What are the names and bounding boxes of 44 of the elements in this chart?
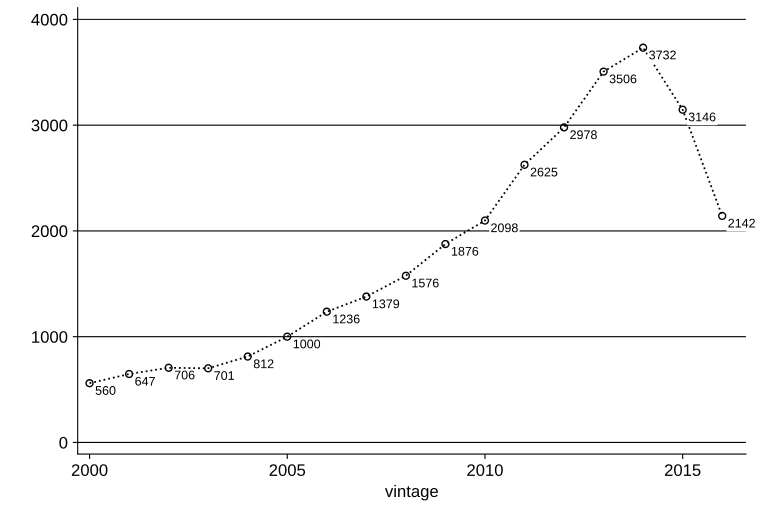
- point: [204, 364, 212, 372]
- point: [520, 160, 529, 169]
- point: [560, 123, 568, 132]
- y-tick-label: 4000: [31, 14, 68, 26]
- data-label: 2978: [570, 130, 597, 140]
- point: [480, 216, 490, 225]
- point: [164, 364, 173, 372]
- data-label: 706: [174, 370, 195, 380]
- data-label: 647: [135, 376, 155, 386]
- point: [362, 292, 371, 301]
- point: [244, 352, 252, 361]
- point: [638, 44, 648, 52]
- x-tick-label: 2015: [664, 464, 700, 476]
- point: [124, 370, 134, 378]
- point: [441, 240, 450, 248]
- x-tick-label: 2005: [270, 464, 306, 476]
- data-label: 560: [96, 386, 116, 395]
- point: [322, 308, 331, 316]
- data-label: 2098: [491, 223, 518, 232]
- x-axis-title: vintage: [385, 484, 438, 500]
- x-tick-label: 2000: [72, 464, 108, 476]
- point: [678, 106, 687, 114]
- data-label: 1876: [452, 246, 478, 256]
- data-label: 1576: [412, 278, 439, 288]
- y-tick-label: 0: [59, 436, 68, 449]
- data-label: 3146: [688, 112, 716, 122]
- y-tick-label: 2000: [32, 225, 68, 238]
- y-tick-label: 3000: [32, 120, 68, 132]
- point: [718, 212, 726, 220]
- data-label: 1000: [294, 340, 320, 348]
- point: [599, 67, 608, 76]
- x-tick-label: 2010: [467, 464, 503, 476]
- data-label: 3506: [610, 74, 636, 84]
- point: [402, 272, 410, 280]
- point: [85, 379, 94, 388]
- data-label: 701: [214, 371, 234, 380]
- y-tick-label: 1000: [32, 331, 68, 343]
- data-label: 2625: [530, 168, 558, 176]
- point: [283, 332, 292, 341]
- data-label: 1236: [333, 314, 360, 324]
- data-label: 2142: [728, 218, 755, 228]
- data-label: 1379: [372, 299, 400, 308]
- data-label: 3732: [649, 50, 676, 60]
- data-label: 812: [254, 359, 274, 368]
